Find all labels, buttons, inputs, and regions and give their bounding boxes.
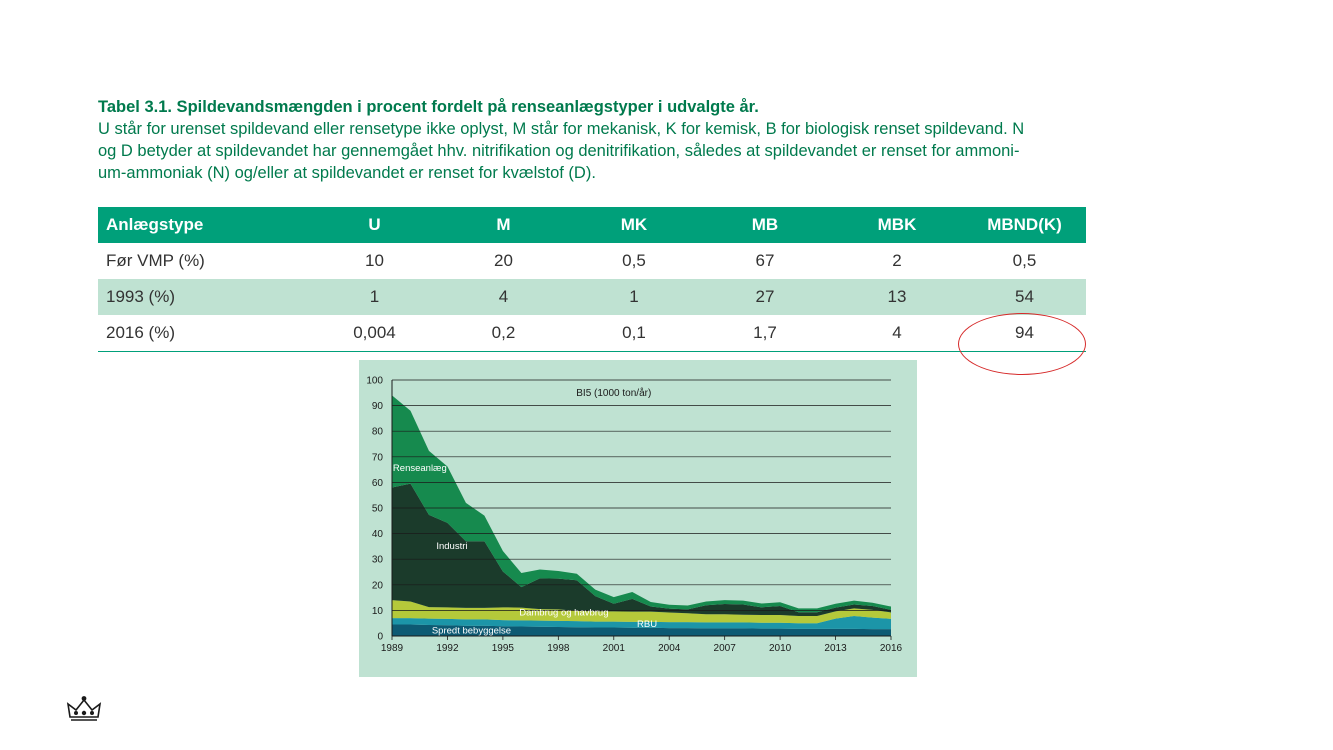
table-cell: 20 [494, 251, 513, 270]
bi5-chart: 0 10 20 30 40 50 60 70 80 90 100 1989 1992 1995 1998 20… [359, 360, 917, 677]
table-cell: 2016 (%) [98, 315, 311, 352]
area-series-1 [392, 616, 891, 630]
chart-title: BI5 (1000 ton/år) [576, 387, 651, 399]
column-header-mbndk: MBND(K) [963, 207, 1086, 243]
y-tick-label-0: 0 [377, 632, 383, 643]
x-tick-label-2013: 2013 [824, 643, 847, 654]
column-header-mk: MK [569, 207, 699, 243]
area-label-4: Spredt bebyggelse [432, 625, 511, 636]
y-tick-label-10: 10 [372, 606, 384, 617]
x-tick-label-1995: 1995 [492, 643, 515, 654]
table-cell: 27 [699, 279, 831, 315]
table-row: 2016 (%) 0,004 0,2 0,1 1,7 4 94 [98, 315, 1086, 352]
table-cell: 1993 (%) [98, 279, 311, 315]
y-tick-label-30: 30 [372, 555, 384, 566]
area-series-0 [392, 624, 891, 636]
table-cell: 54 [963, 279, 1086, 315]
area-series-3 [392, 483, 891, 617]
column-header-mb: MB [699, 207, 831, 243]
table-row: 1993 (%) 1 4 1 27 13 54 [98, 279, 1086, 315]
crown-icon [66, 696, 102, 721]
table-cell: 10 [365, 251, 384, 270]
table-cell: 1,7 [699, 315, 831, 352]
area-label-1: Industri [436, 541, 467, 552]
x-tick-label-1992: 1992 [436, 643, 459, 654]
table-cell: 4 [438, 279, 569, 315]
x-tick-label-2004: 2004 [658, 643, 681, 654]
table-cell: 1 [569, 279, 699, 315]
table-header-row: Anlægstype U M MK MB MBK MBND(K) [98, 207, 1086, 243]
column-header-anlaegstype: Anlægstype [98, 207, 311, 243]
y-tick-label-100: 100 [366, 376, 383, 387]
table-caption-title: Tabel 3.1. Spildevandsmængden i procent … [98, 98, 759, 116]
area-label-2: Dambrug og havbrug [519, 608, 608, 619]
area-series-2 [392, 600, 891, 624]
x-tick-label-2016: 2016 [880, 643, 903, 654]
table-cell: 4 [831, 315, 963, 352]
table-cell: 67 [755, 251, 775, 270]
x-tick-label-2007: 2007 [714, 643, 737, 654]
treatment-type-table: Anlægstype U M MK MB MBK MBND(K) Før VMP… [98, 207, 1086, 352]
table-caption-line-1: U står for urenset spildevand eller rens… [98, 120, 1025, 138]
table-cell: 0,004 [311, 315, 438, 352]
table-cell: 0,2 [438, 315, 569, 352]
column-header-u: U [311, 207, 438, 243]
table-caption-line-2: og D betyder at spildevandet har gennemg… [98, 142, 1020, 160]
table-cell: 2 [892, 251, 902, 270]
y-tick-label-70: 70 [372, 452, 384, 463]
area-label-3: RBU [637, 619, 657, 630]
area-label-0: Renseanlæg [393, 463, 447, 474]
y-tick-label-40: 40 [372, 529, 384, 540]
y-tick-label-20: 20 [372, 580, 384, 591]
x-tick-label-2010: 2010 [769, 643, 792, 654]
y-tick-label-80: 80 [372, 427, 384, 438]
table-cell: 0,1 [569, 315, 699, 352]
highlight-circle [958, 313, 1086, 375]
x-tick-label-1998: 1998 [547, 643, 570, 654]
table-cell: 1 [311, 279, 438, 315]
table-cell: Før VMP (%) [106, 251, 205, 270]
bi5-chart-svg: 0 10 20 30 40 50 60 70 80 90 100 1989 1992 1995 1998 20… [366, 376, 903, 655]
table-cell: 13 [831, 279, 963, 315]
table-cell: 0,5 [1012, 251, 1037, 270]
y-tick-label-50: 50 [372, 504, 384, 515]
y-tick-label-60: 60 [372, 478, 384, 489]
y-tick-label-90: 90 [372, 401, 384, 412]
table-row: Før VMP (%) 10 20 0,5 67 2 0,5 [98, 243, 1086, 279]
x-tick-label-1989: 1989 [381, 643, 404, 654]
x-tick-label-2001: 2001 [603, 643, 626, 654]
table-caption-line-3: um-ammoniak (N) og/eller at spildevandet… [98, 164, 596, 182]
table-cell: 0,5 [622, 251, 646, 270]
column-header-m: M [438, 207, 569, 243]
column-header-mbk: MBK [831, 207, 963, 243]
table-caption: Tabel 3.1. Spildevandsmængden i procent … [98, 96, 1088, 184]
